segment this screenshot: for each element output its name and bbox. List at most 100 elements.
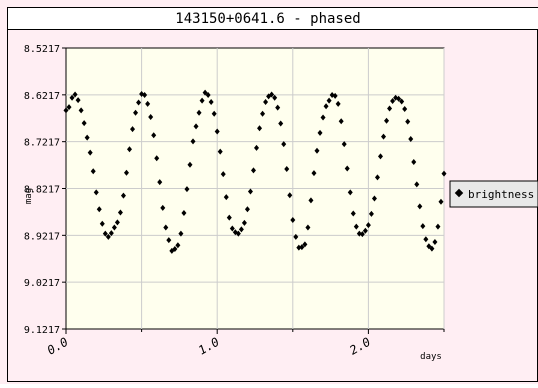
data-point — [181, 209, 187, 216]
data-point — [402, 106, 408, 113]
data-point — [166, 237, 172, 244]
data-point — [154, 155, 160, 162]
data-point — [290, 217, 296, 224]
data-point — [175, 242, 181, 249]
data-point — [435, 223, 441, 230]
data-point — [384, 117, 390, 124]
data-point — [374, 174, 380, 181]
data-point — [332, 92, 338, 99]
data-point — [432, 239, 438, 246]
data-point — [247, 188, 253, 195]
data-point — [320, 114, 326, 121]
data-point — [111, 224, 117, 231]
data-point — [281, 141, 287, 148]
data-point — [130, 126, 136, 133]
data-point — [199, 97, 205, 104]
title-bar — [8, 8, 538, 29]
data-point — [362, 227, 368, 234]
data-point — [196, 109, 202, 116]
data-point — [108, 230, 114, 237]
legend-label: brightness — [468, 188, 534, 201]
data-point — [429, 245, 435, 252]
data-point — [72, 91, 78, 98]
data-point — [260, 110, 266, 117]
y-tick-label: 8.7217 — [24, 138, 60, 149]
data-point — [278, 120, 284, 127]
data-point — [235, 230, 241, 237]
data-point — [341, 141, 347, 148]
data-point — [353, 223, 359, 230]
data-point — [263, 98, 269, 105]
data-point — [287, 192, 293, 199]
data-point — [272, 94, 278, 101]
data-point — [296, 244, 302, 251]
y-tick-label: 8.5217 — [24, 44, 60, 55]
data-point — [208, 98, 214, 105]
data-point — [99, 220, 105, 227]
data-point — [63, 107, 69, 114]
data-point — [163, 224, 169, 231]
data-point — [193, 123, 199, 130]
data-point — [87, 149, 93, 156]
data-point — [93, 189, 99, 196]
y-tick-label: 9.0217 — [24, 278, 60, 289]
data-point — [344, 165, 350, 172]
data-point — [317, 129, 323, 136]
grid-lines — [66, 48, 445, 329]
data-point — [405, 118, 411, 125]
data-point — [326, 97, 332, 104]
data-point — [229, 225, 235, 232]
legend-box — [449, 180, 538, 208]
data-point — [299, 244, 305, 251]
x-axis-label: days — [420, 352, 442, 362]
y-tick-label: 8.8217 — [24, 185, 60, 196]
data-point — [81, 120, 87, 127]
data-point — [238, 226, 244, 233]
data-point — [184, 186, 190, 193]
data-point — [157, 179, 163, 186]
data-point — [151, 132, 157, 139]
data-point — [223, 194, 229, 201]
data-point — [241, 219, 247, 226]
data-point — [145, 100, 151, 107]
data-point — [308, 197, 314, 204]
data-point — [420, 223, 426, 230]
data-point — [66, 104, 72, 111]
data-point — [368, 210, 374, 217]
data-point — [269, 91, 275, 98]
data-point — [314, 147, 320, 154]
data-point — [365, 222, 371, 229]
legend: brightness — [449, 180, 538, 208]
chart-title: 143150+0641.6 - phased — [175, 11, 360, 27]
data-point — [323, 103, 329, 110]
data-point — [178, 230, 184, 237]
data-points — [63, 89, 447, 254]
data-point — [127, 146, 133, 153]
data-point — [414, 181, 420, 188]
data-point — [423, 236, 429, 243]
data-point — [356, 230, 362, 237]
data-point — [377, 153, 383, 160]
y-tick-label: 8.6217 — [24, 91, 60, 102]
data-point — [226, 214, 232, 221]
data-point — [244, 206, 250, 213]
y-axis: 8.5217 8.6217 8.7217 8.8217 8.9217 9.0217 9.12… — [24, 44, 66, 336]
data-point — [136, 99, 142, 106]
data-point — [411, 158, 417, 165]
data-point — [69, 94, 75, 101]
data-point — [187, 161, 193, 168]
data-point — [123, 169, 129, 176]
data-point — [205, 91, 211, 98]
data-point — [84, 134, 90, 141]
data-point — [359, 231, 365, 238]
data-point — [371, 195, 377, 202]
data-point — [335, 100, 341, 107]
data-point — [441, 170, 447, 177]
data-point — [347, 189, 353, 196]
y-tick-label: 8.9217 — [24, 231, 60, 242]
data-point — [338, 118, 344, 125]
data-point — [387, 105, 393, 112]
data-point — [417, 203, 423, 210]
